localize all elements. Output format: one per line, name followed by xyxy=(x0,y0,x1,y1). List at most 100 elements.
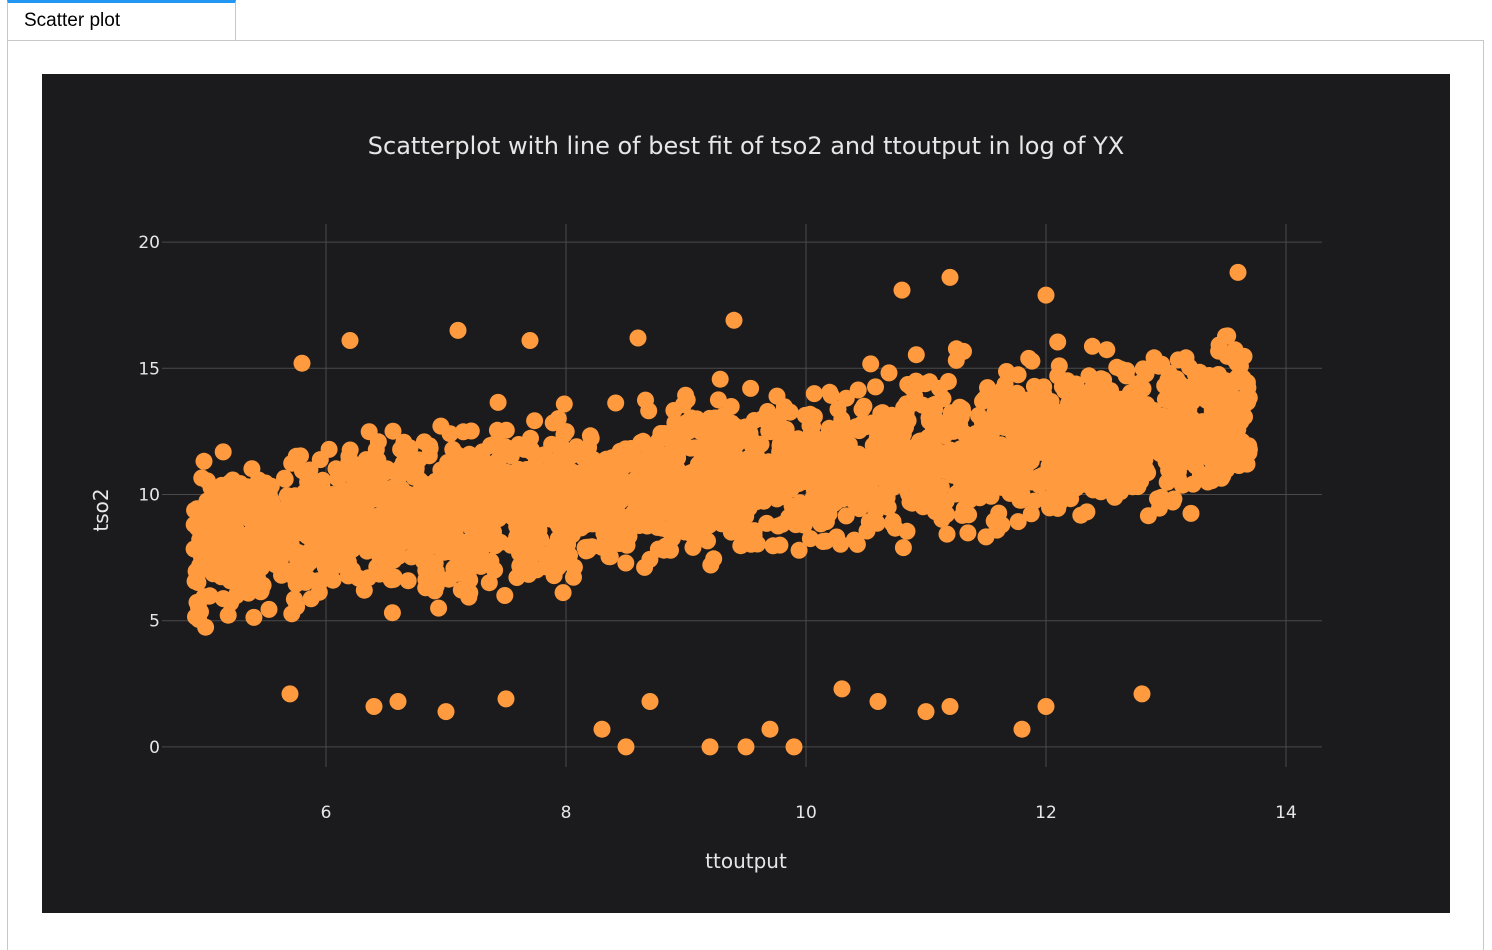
data-point xyxy=(1105,400,1123,418)
data-point xyxy=(330,539,347,557)
data-point xyxy=(481,520,499,537)
data-point xyxy=(952,472,970,490)
data-point xyxy=(311,451,329,469)
data-point xyxy=(787,512,805,529)
data-point xyxy=(652,484,669,502)
data-point xyxy=(728,509,745,527)
data-point xyxy=(441,425,459,443)
data-point xyxy=(665,402,683,419)
data-point xyxy=(892,422,910,440)
data-point xyxy=(1232,413,1250,431)
data-point xyxy=(557,423,575,441)
data-point xyxy=(193,469,211,487)
data-point xyxy=(350,569,367,587)
data-point xyxy=(683,414,701,432)
data-point xyxy=(937,492,955,510)
data-point xyxy=(1171,399,1189,417)
data-point xyxy=(514,542,532,560)
data-point xyxy=(508,528,526,546)
data-point xyxy=(894,539,912,557)
data-point xyxy=(240,531,258,549)
data-point xyxy=(1013,720,1031,738)
data-point xyxy=(799,432,817,450)
data-point xyxy=(351,467,368,485)
data-point xyxy=(939,373,957,390)
data-point xyxy=(281,685,299,703)
data-point xyxy=(564,480,582,498)
data-point xyxy=(978,477,996,494)
data-point xyxy=(1169,351,1187,369)
data-point xyxy=(1165,469,1183,487)
data-point xyxy=(611,532,629,550)
data-point xyxy=(1153,355,1171,373)
data-point xyxy=(653,519,671,537)
data-point xyxy=(636,558,654,576)
data-point xyxy=(197,498,215,516)
data-point xyxy=(722,523,740,541)
data-point xyxy=(554,584,572,602)
data-point xyxy=(709,391,727,409)
data-point xyxy=(1136,451,1154,469)
data-point xyxy=(589,469,607,487)
data-point xyxy=(521,332,539,349)
data-point xyxy=(232,559,250,577)
data-point xyxy=(649,457,667,475)
data-point xyxy=(941,698,959,715)
data-point xyxy=(917,703,935,721)
data-point xyxy=(1134,360,1152,378)
data-point xyxy=(1104,471,1122,489)
data-point xyxy=(366,489,383,506)
data-point xyxy=(637,391,654,409)
data-point xyxy=(354,528,372,546)
data-point xyxy=(740,449,758,467)
data-point xyxy=(1142,420,1160,438)
data-point xyxy=(1133,685,1151,703)
data-point xyxy=(293,462,311,480)
data-point xyxy=(941,268,959,286)
data-point xyxy=(198,544,216,562)
data-point xyxy=(1192,368,1210,386)
data-point xyxy=(187,608,204,626)
tab-scatter-plot[interactable]: Scatter plot xyxy=(7,0,236,41)
data-point xyxy=(805,385,823,403)
data-point xyxy=(443,475,461,493)
data-point xyxy=(869,693,887,710)
data-point xyxy=(884,515,901,533)
data-point xyxy=(701,738,719,756)
data-point xyxy=(286,522,304,540)
data-point xyxy=(421,440,439,457)
data-point xyxy=(1092,483,1110,501)
data-point xyxy=(557,456,575,474)
data-point xyxy=(1219,327,1237,345)
data-point xyxy=(1160,370,1178,388)
data-point xyxy=(698,481,716,499)
data-point xyxy=(1037,698,1055,715)
data-point xyxy=(321,561,339,579)
data-point xyxy=(1020,405,1038,423)
data-point xyxy=(462,422,480,440)
data-point xyxy=(577,516,595,533)
data-point xyxy=(711,370,729,388)
data-point xyxy=(248,548,265,566)
data-point xyxy=(489,393,507,411)
data-point xyxy=(865,419,882,436)
data-point xyxy=(421,535,438,553)
data-point xyxy=(1098,341,1116,359)
data-point xyxy=(214,443,232,461)
data-point xyxy=(283,488,301,506)
data-point xyxy=(1199,465,1217,483)
data-point xyxy=(239,488,257,506)
scatter-chart[interactable]: 6 8 10 12 14 0 5 10 15 20 Scatterplot with line o… xyxy=(42,74,1450,913)
data-point xyxy=(753,478,771,496)
data-point xyxy=(511,557,529,575)
data-point xyxy=(365,460,383,478)
data-point xyxy=(449,321,467,339)
data-point xyxy=(951,398,969,416)
data-point xyxy=(526,412,544,430)
data-point xyxy=(1102,449,1120,467)
data-point xyxy=(1022,505,1040,523)
data-point xyxy=(998,363,1015,380)
data-point xyxy=(1035,415,1053,433)
data-point xyxy=(601,512,619,530)
y-tick-label: 5 xyxy=(149,612,160,632)
